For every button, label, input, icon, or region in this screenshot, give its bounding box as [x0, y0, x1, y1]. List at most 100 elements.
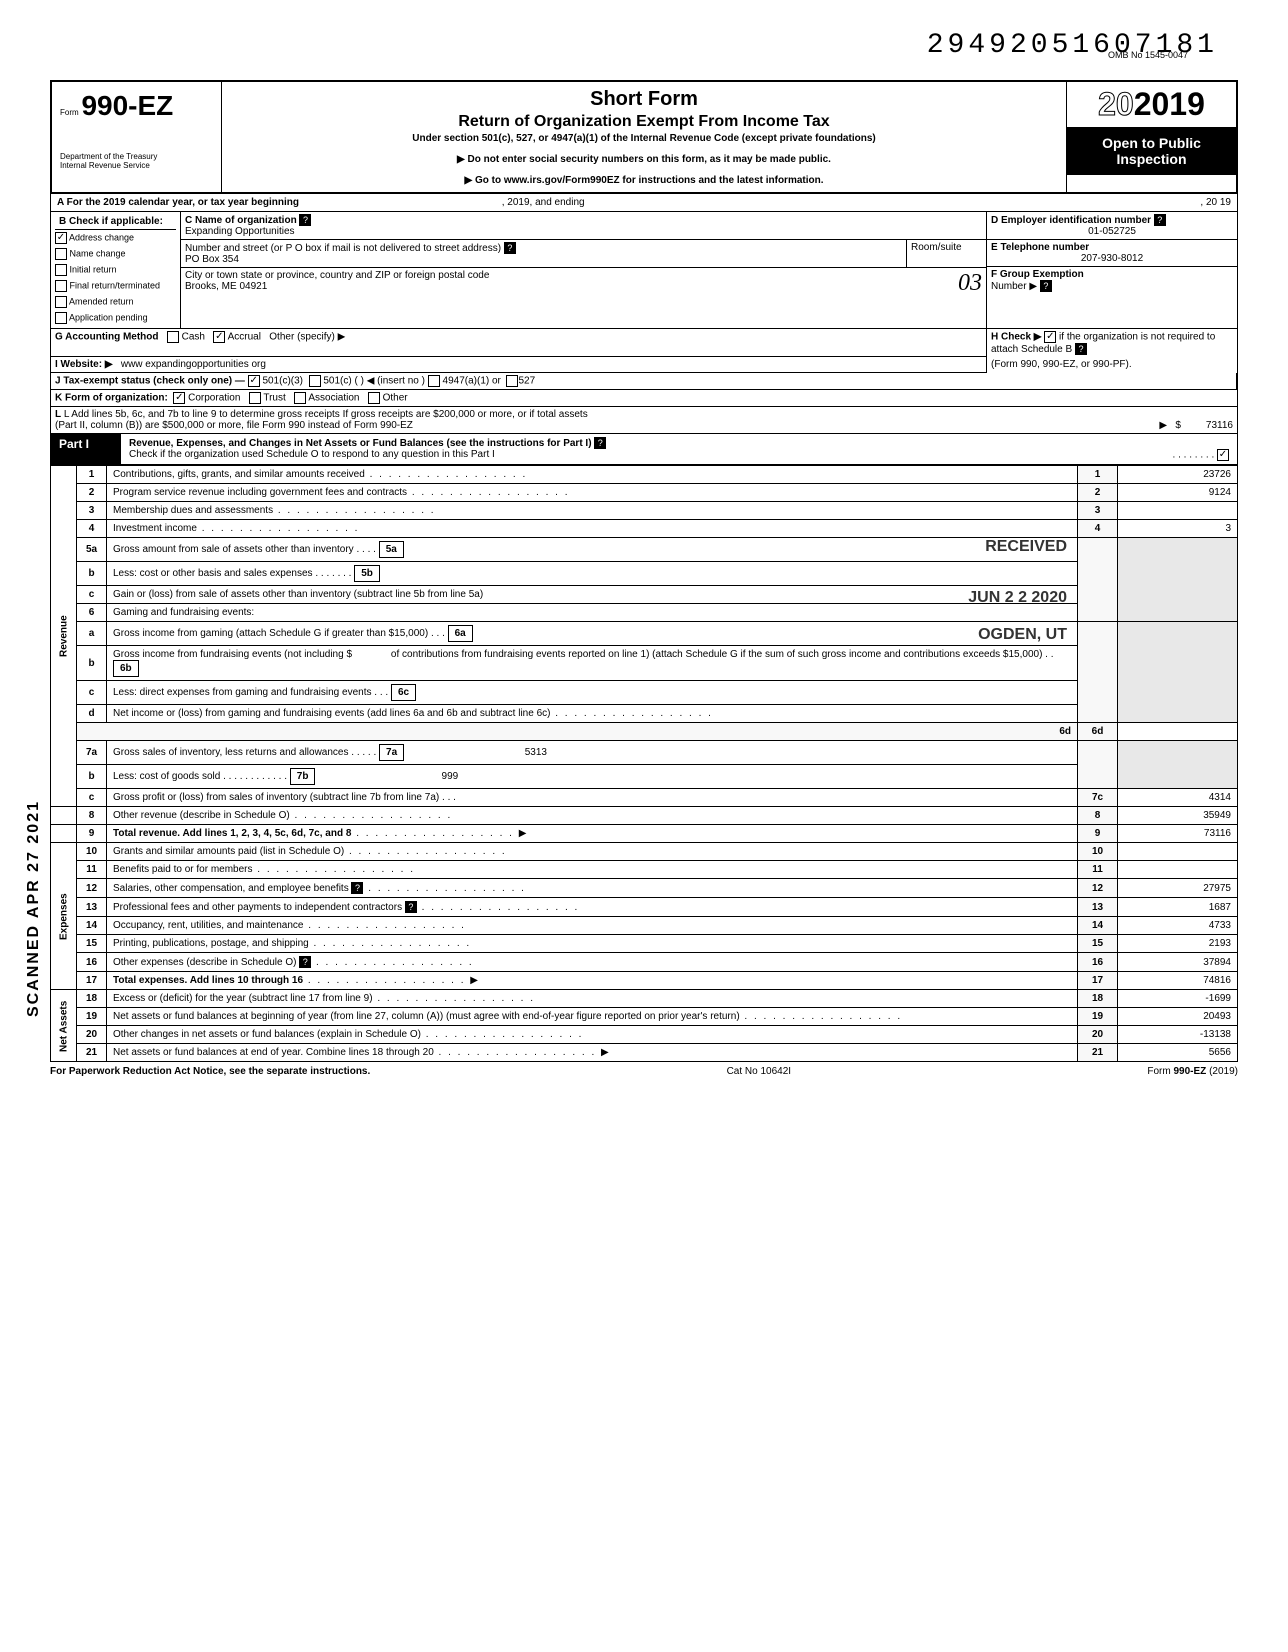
check-527[interactable]: [506, 375, 518, 387]
other-label: Other (specify) ▶: [269, 332, 345, 343]
line8-desc: Other revenue (describe in Schedule O): [113, 810, 290, 821]
help-icon[interactable]: ?: [299, 956, 311, 968]
check-name[interactable]: [55, 248, 67, 260]
line21-amt: 5656: [1118, 1044, 1238, 1062]
ogden-stamp: OGDEN, UT: [978, 626, 1067, 644]
omb-number: OMB No 1545-0047: [1108, 50, 1188, 60]
line21-desc: Net assets or fund balances at end of ye…: [113, 1047, 434, 1058]
line3-amt: [1118, 502, 1238, 520]
check-4947[interactable]: [428, 375, 440, 387]
open-public-2: Inspection: [1071, 151, 1232, 167]
netassets-sidebar: Net Assets: [51, 990, 77, 1062]
4947-label: 4947(a)(1) or: [443, 376, 501, 387]
tax-year: 202019: [1067, 82, 1236, 127]
section-h-label: H Check ▶: [991, 332, 1041, 343]
help-icon[interactable]: ?: [351, 882, 363, 894]
title-sub: Under section 501(c), 527, or 4947(a)(1)…: [234, 133, 1054, 144]
line-a-mid: , 2019, and ending: [502, 197, 585, 208]
check-other[interactable]: [368, 392, 380, 404]
assoc-label: Association: [308, 393, 359, 404]
line19-desc: Net assets or fund balances at beginning…: [113, 1011, 740, 1022]
ein-value: 01-052725: [991, 226, 1233, 237]
check-pending[interactable]: [55, 312, 67, 324]
city-label: City or town state or province, country …: [185, 270, 489, 281]
line6b-desc-post: of contributions from fundraising events…: [391, 649, 1042, 660]
527-label: 527: [518, 376, 535, 387]
501c-label: 501(c) (: [323, 376, 357, 387]
help-icon[interactable]: ?: [1075, 343, 1087, 355]
line6d-desc: Net income or (loss) from gaming and fun…: [113, 708, 550, 719]
section-f-label: F Group Exemption: [991, 269, 1084, 280]
check-address[interactable]: ✓: [55, 232, 67, 244]
check-initial[interactable]: [55, 264, 67, 276]
section-b-label: B Check if applicable:: [55, 214, 176, 230]
l-text2: (Part II, column (B)) are $500,000 or mo…: [55, 420, 413, 431]
line16-desc: Other expenses (describe in Schedule O): [113, 957, 296, 968]
check-final-label: Final return/terminated: [70, 280, 161, 290]
line6c-desc: Less: direct expenses from gaming and fu…: [113, 687, 371, 698]
check-cash[interactable]: [167, 331, 179, 343]
title-main: Return of Organization Exempt From Incom…: [234, 113, 1054, 131]
check-amended-label: Amended return: [69, 296, 134, 306]
insert-label: ) ◀ (insert no ): [361, 376, 425, 387]
line4-amt: 3: [1118, 520, 1238, 538]
check-501c3[interactable]: ✓: [248, 375, 260, 387]
check-assoc[interactable]: [294, 392, 306, 404]
check-501c[interactable]: [309, 375, 321, 387]
line14-amt: 4733: [1118, 917, 1238, 935]
line18-desc: Excess or (deficit) for the year (subtra…: [113, 993, 373, 1004]
line20-desc: Other changes in net assets or fund bala…: [113, 1029, 421, 1040]
check-schedule-o[interactable]: ✓: [1217, 449, 1229, 461]
line17-desc: Total expenses. Add lines 10 through 16: [113, 975, 303, 986]
help-icon[interactable]: ?: [1154, 214, 1166, 226]
footer-right: Form 990-EZ (2019): [1147, 1066, 1238, 1077]
line6d-amt: [1118, 723, 1238, 741]
help-icon[interactable]: ?: [1040, 280, 1052, 292]
other-k-label: Other: [383, 393, 408, 404]
line20-amt: -13138: [1118, 1026, 1238, 1044]
check-final[interactable]: [55, 280, 67, 292]
date-stamp: JUN 2 2 2020: [968, 589, 1067, 607]
help-icon[interactable]: ?: [405, 901, 417, 913]
part1-check-text: Check if the organization used Schedule …: [129, 449, 495, 460]
line4-desc: Investment income: [113, 523, 197, 534]
city-value: Brooks, ME 04921: [185, 281, 267, 292]
check-initial-label: Initial return: [70, 264, 117, 274]
line15-amt: 2193: [1118, 935, 1238, 953]
help-icon[interactable]: ?: [594, 437, 606, 449]
received-stamp: RECEIVED: [985, 538, 1067, 556]
line2-amt: 9124: [1118, 484, 1238, 502]
section-i-label: I Website: ▶: [55, 359, 113, 370]
line19-amt: 20493: [1118, 1008, 1238, 1026]
line7b-desc: Less: cost of goods sold: [113, 771, 220, 782]
help-icon[interactable]: ?: [504, 242, 516, 254]
line17-amt: 74816: [1118, 972, 1238, 990]
check-amended[interactable]: [55, 296, 67, 308]
line9-desc: Total revenue. Add lines 1, 2, 3, 4, 5c,…: [113, 828, 351, 839]
check-trust[interactable]: [249, 392, 261, 404]
line5c-desc: Gain or (loss) from sale of assets other…: [113, 589, 483, 600]
instruction-2: ▶ Go to www.irs.gov/Form990EZ for instru…: [234, 175, 1054, 186]
check-name-label: Name change: [70, 248, 126, 258]
handwrite-03: 03: [958, 270, 982, 297]
check-corp[interactable]: ✓: [173, 392, 185, 404]
line14-desc: Occupancy, rent, utilities, and maintena…: [113, 920, 303, 931]
addr-label: Number and street (or P O box if mail is…: [185, 243, 501, 254]
form-prefix: Form: [60, 108, 79, 117]
form-header: Form 990-EZ Department of the Treasury I…: [50, 80, 1238, 194]
line13-desc: Professional fees and other payments to …: [113, 902, 402, 913]
line7a-desc: Gross sales of inventory, less returns a…: [113, 747, 348, 758]
corp-label: Corporation: [188, 393, 240, 404]
help-icon[interactable]: ?: [299, 214, 311, 226]
expenses-sidebar: Expenses: [51, 843, 77, 990]
line7c-desc: Gross profit or (loss) from sales of inv…: [113, 792, 439, 803]
line11-desc: Benefits paid to or for members: [113, 864, 253, 875]
revenue-table: Revenue 1Contributions, gifts, grants, a…: [50, 465, 1238, 1062]
check-h[interactable]: ✓: [1044, 331, 1056, 343]
part1-label: Part I: [51, 434, 121, 464]
l-text1: L Add lines 5b, 6c, and 7b to line 9 to …: [64, 409, 588, 420]
line11-amt: [1118, 861, 1238, 879]
check-accrual[interactable]: ✓: [213, 331, 225, 343]
room-label: Room/suite: [906, 240, 986, 267]
check-address-label: Address change: [69, 232, 134, 242]
